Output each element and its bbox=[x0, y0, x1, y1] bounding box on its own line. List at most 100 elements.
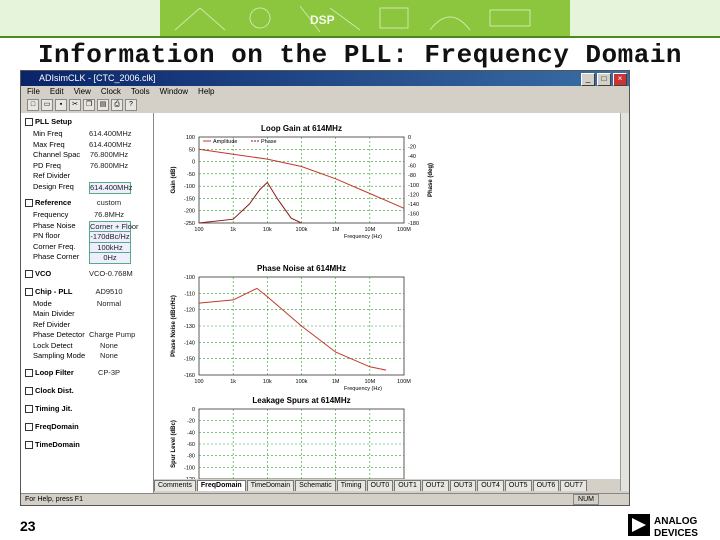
tree-item[interactable]: PD Freq 76.800MHz bbox=[21, 161, 153, 171]
menu-help[interactable]: Help bbox=[198, 87, 215, 96]
tree-item-label: Corner Freq. bbox=[33, 241, 76, 251]
tree-item-label: Timing Jit. bbox=[35, 403, 73, 413]
chart-title: Loop Gain at 614MHz bbox=[261, 124, 342, 133]
tree-item[interactable]: PN floor -170dBc/Hz bbox=[21, 231, 153, 243]
tree-item-label: Lock Detect bbox=[33, 340, 73, 350]
tree-item[interactable]: Sampling Mode None bbox=[21, 351, 153, 361]
tree-item[interactable]: VCO VCO-0.768M bbox=[21, 269, 153, 279]
tree-item[interactable]: Phase Detector Charge Pump bbox=[21, 330, 153, 340]
copy-icon[interactable]: ❐ bbox=[83, 99, 95, 111]
menu-view[interactable]: View bbox=[73, 87, 91, 96]
tab-comments[interactable]: Comments bbox=[154, 480, 196, 491]
tab-timedomain[interactable]: TimeDomain bbox=[246, 480, 295, 491]
tree-item[interactable]: Frequency 76.8MHz bbox=[21, 210, 153, 220]
tree-item-value: 76.8MHz bbox=[93, 210, 124, 219]
tree-item[interactable]: Chip - PLL AD9510 bbox=[21, 287, 153, 297]
minimize-button[interactable]: _ bbox=[581, 73, 595, 86]
y2-tick-label: -60 bbox=[408, 164, 416, 170]
print-icon[interactable]: ⎙ bbox=[111, 99, 123, 111]
window-titlebar[interactable]: ADIsimCLK - [CTC_2006.clk] _ □ × bbox=[21, 71, 629, 86]
legend-entry: Amplitude bbox=[213, 139, 237, 145]
tree-item-label: PN floor bbox=[33, 231, 61, 240]
tab-timing[interactable]: Timing bbox=[336, 480, 366, 491]
tree-item[interactable]: TimeDomain bbox=[21, 440, 153, 450]
new-icon[interactable]: □ bbox=[27, 99, 39, 111]
tab-out2[interactable]: OUT2 bbox=[421, 480, 449, 491]
tree-item-label: Ref Divider bbox=[33, 171, 71, 180]
y-tick-label: -130 bbox=[184, 324, 195, 330]
tab-out5[interactable]: OUT5 bbox=[504, 480, 532, 491]
y-tick-label: -140 bbox=[184, 340, 195, 346]
tree-item[interactable]: Design Freq 614.400MHz bbox=[21, 181, 153, 194]
menu-file[interactable]: File bbox=[27, 87, 40, 96]
y-tick-label: -150 bbox=[184, 196, 195, 202]
tab-out3[interactable]: OUT3 bbox=[449, 480, 477, 491]
save-icon[interactable]: ▪ bbox=[55, 99, 67, 111]
tree-item-value[interactable]: 614.400MHz bbox=[89, 181, 133, 194]
menu-edit[interactable]: Edit bbox=[49, 87, 64, 96]
tree-item[interactable]: Channel Spac 76.800MHz bbox=[21, 150, 153, 160]
paste-icon[interactable]: ▤ bbox=[97, 99, 109, 111]
tree-item[interactable]: Main Divider bbox=[21, 309, 153, 319]
close-button[interactable]: × bbox=[613, 73, 627, 86]
y-axis-label: Phase Noise (dBc/Hz) bbox=[171, 295, 177, 357]
slide-title: Information on the PLL: Frequency Domain bbox=[37, 40, 683, 70]
tab-out7[interactable]: OUT7 bbox=[560, 480, 587, 491]
tree-item-label: Phase Corner bbox=[33, 252, 80, 261]
tree-item-value: Normal bbox=[96, 298, 122, 308]
node-icon bbox=[25, 404, 33, 413]
tab-out4[interactable]: OUT4 bbox=[477, 480, 504, 491]
tab-out6[interactable]: OUT6 bbox=[532, 480, 560, 491]
tree-item-label: Loop Filter bbox=[35, 367, 74, 377]
x-tick-label: 100M bbox=[397, 227, 411, 233]
logo-line-1: ANALOG bbox=[654, 516, 698, 527]
tree-item[interactable]: Clock Dist. bbox=[21, 386, 153, 396]
tree-item-label: Phase Detector bbox=[33, 330, 85, 339]
cut-icon[interactable]: ✂ bbox=[69, 99, 81, 111]
tree-item-value: CP-3P bbox=[97, 367, 121, 377]
menu-tools[interactable]: Tools bbox=[130, 87, 150, 96]
y-tick-label: -40 bbox=[187, 430, 195, 436]
chart-area: Loop Gain at 614MHz 100 50 0 -50 -100 -150 -200… bbox=[154, 113, 620, 491]
tree-item[interactable]: Phase Noise Corner + Floor bbox=[21, 220, 153, 233]
tree-item[interactable]: PLL Setup bbox=[21, 117, 153, 127]
tab-schematic[interactable]: Schematic bbox=[295, 480, 336, 491]
tab-freqdomain[interactable]: FreqDomain bbox=[196, 480, 246, 491]
open-icon[interactable]: ▭ bbox=[41, 99, 53, 111]
tree-item[interactable]: Loop Filter CP-3P bbox=[21, 368, 153, 378]
tree-item[interactable]: Min Freq 614.400MHz bbox=[21, 129, 153, 139]
tree-item-label: Min Freq bbox=[33, 129, 63, 138]
y-tick-label: -120 bbox=[184, 308, 195, 314]
tree-item[interactable]: Max Freq 614.400MHz bbox=[21, 140, 153, 150]
tree-item[interactable]: Ref Divider bbox=[21, 320, 153, 330]
tree-item[interactable]: Mode Normal bbox=[21, 299, 153, 309]
logo-line-2: DEVICES bbox=[654, 528, 698, 538]
tree-item[interactable]: FreqDomain bbox=[21, 422, 153, 432]
tree-item[interactable]: Phase Corner 0Hz bbox=[21, 252, 153, 264]
tree-item-value[interactable]: 0Hz bbox=[89, 252, 131, 264]
y2-axis-label: Phase (deg) bbox=[428, 163, 434, 197]
tab-out1[interactable]: OUT1 bbox=[394, 480, 421, 491]
node-icon bbox=[25, 368, 33, 377]
x-tick-label: 100 bbox=[194, 227, 203, 233]
node-icon bbox=[25, 199, 33, 208]
x-axis-label: Frequency (Hz) bbox=[344, 234, 382, 240]
window-title: ADIsimCLK - [CTC_2006.clk] bbox=[39, 73, 156, 83]
x-axis-label: Frequency (Hz) bbox=[344, 386, 382, 392]
tree-item[interactable]: Reference custom bbox=[21, 198, 153, 208]
tree-item[interactable]: Timing Jit. bbox=[21, 404, 153, 414]
y-tick-label: 50 bbox=[189, 147, 195, 153]
menu-window[interactable]: Window bbox=[159, 87, 189, 96]
tab-out0[interactable]: OUT0 bbox=[366, 480, 394, 491]
tree-item[interactable]: Corner Freq. 100kHz bbox=[21, 241, 153, 254]
maximize-button[interactable]: □ bbox=[597, 73, 611, 86]
menu-clock[interactable]: Clock bbox=[100, 87, 121, 96]
tree-item-value: Charge Pump bbox=[89, 330, 136, 339]
tree-item-label: VCO bbox=[35, 268, 52, 278]
tree-item-value: 614.400MHz bbox=[89, 139, 132, 149]
tree-item[interactable]: Ref Divider bbox=[21, 171, 153, 181]
tree-item[interactable]: Lock Detect None bbox=[21, 341, 153, 351]
vertical-scrollbar[interactable] bbox=[620, 113, 629, 491]
tree-item-value: None bbox=[100, 340, 118, 350]
help-icon[interactable]: ? bbox=[125, 99, 137, 111]
